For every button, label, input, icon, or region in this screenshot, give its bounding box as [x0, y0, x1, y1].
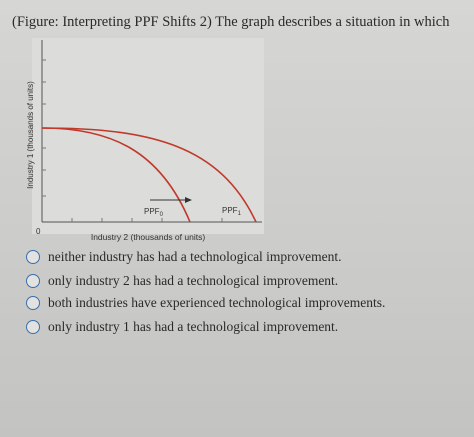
radio-button[interactable] — [26, 296, 40, 310]
radio-button[interactable] — [26, 250, 40, 264]
radio-button[interactable] — [26, 320, 40, 334]
option-text: both industries have experienced technol… — [48, 295, 386, 310]
ppf1-label: PPF1 — [222, 206, 242, 217]
option-text: only industry 1 has had a technological … — [48, 319, 339, 334]
radio-button[interactable] — [26, 274, 40, 288]
ppf1-curve — [41, 127, 257, 223]
option-text: only industry 2 has had a technological … — [48, 273, 339, 288]
option[interactable]: both industries have experienced technol… — [26, 295, 385, 311]
ppf0-label: PPF0 — [144, 207, 164, 218]
arrow-head — [185, 197, 192, 203]
x-ticks — [71, 218, 223, 222]
option-text: neither industry has had a technological… — [48, 249, 342, 264]
y-axis-label: Industry 1 (thousands of units) — [26, 81, 35, 189]
question-text: (Figure: Interpreting PPF Shifts 2) The … — [12, 14, 450, 30]
option[interactable]: only industry 1 has had a technological … — [26, 319, 338, 335]
y-ticks — [42, 59, 46, 197]
option[interactable]: only industry 2 has had a technological … — [26, 273, 338, 289]
option[interactable]: neither industry has had a technological… — [26, 249, 342, 265]
x-axis-label: Industry 2 (thousands of units) — [91, 232, 206, 242]
origin-label: 0 — [36, 227, 41, 236]
graph-background — [32, 38, 264, 234]
